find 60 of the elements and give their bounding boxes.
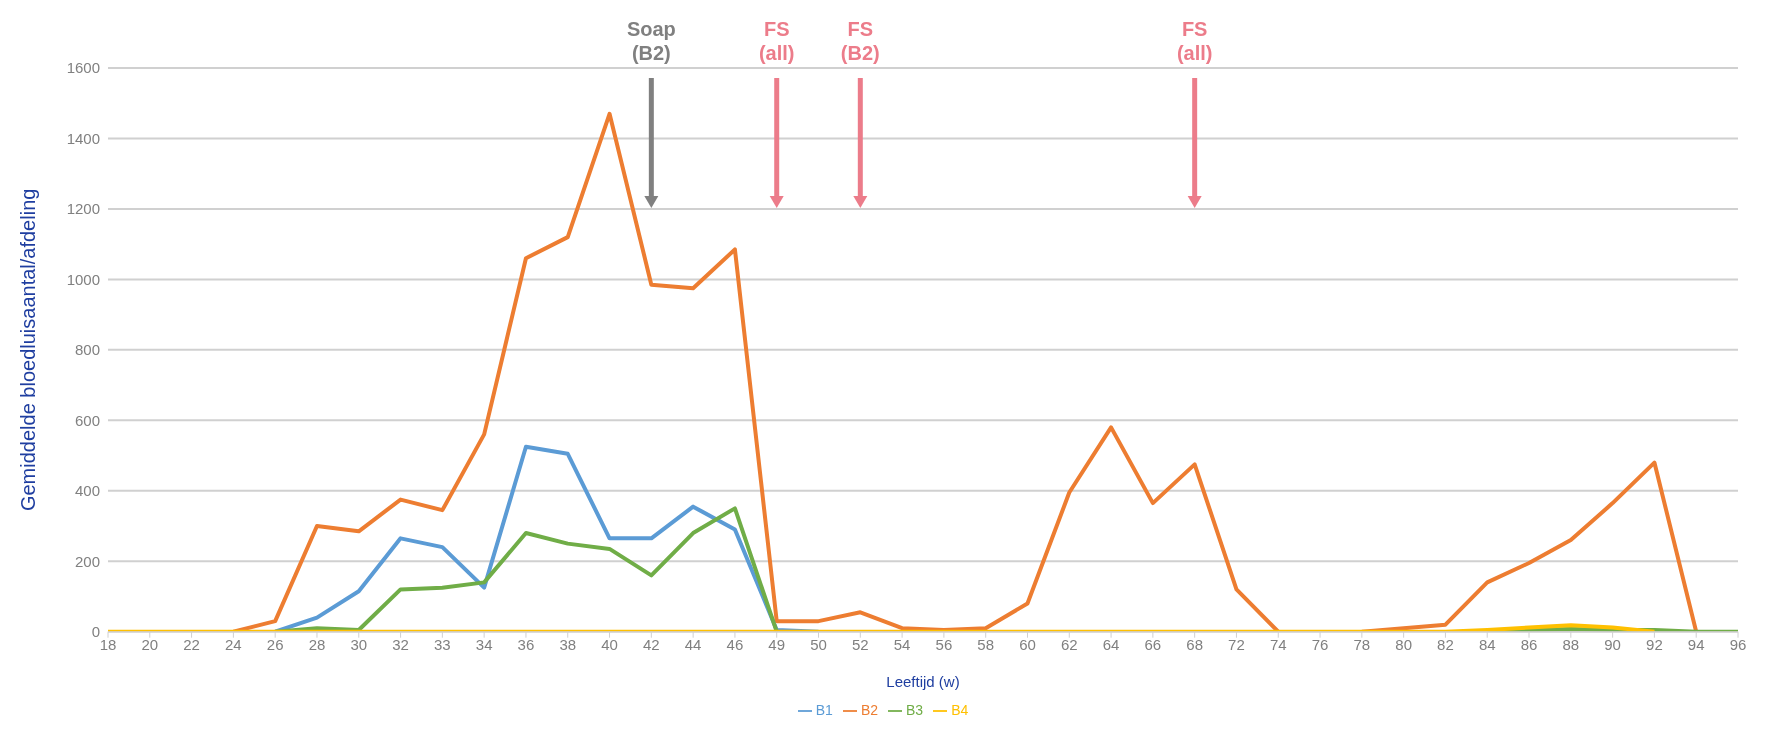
- x-tick-label: 94: [1687, 636, 1705, 654]
- x-tick-label: 68: [1186, 636, 1204, 654]
- x-tick-label: 46: [726, 636, 744, 654]
- x-tick-label: 40: [601, 636, 618, 654]
- x-tick-label: 88: [1562, 636, 1580, 654]
- x-tick-label: 58: [977, 636, 995, 654]
- x-axis-title: Leeftijd (w): [886, 672, 960, 690]
- legend-label: B2: [860, 701, 878, 718]
- y-tick-label: 1200: [66, 200, 100, 218]
- x-tick-label: 66: [1144, 636, 1162, 654]
- x-tick-label: 64: [1102, 636, 1120, 654]
- x-tick-label: 56: [935, 636, 953, 654]
- legend-label: B4: [951, 701, 969, 718]
- x-tick-label: 54: [893, 636, 911, 654]
- x-tick-label: 84: [1478, 636, 1496, 654]
- x-tick-label: 72: [1228, 636, 1245, 654]
- x-tick-label: 80: [1395, 636, 1412, 654]
- x-tick-label: 92: [1646, 636, 1663, 654]
- x-tick-label: 26: [266, 636, 284, 654]
- x-tick-label: 96: [1729, 636, 1747, 654]
- x-tick-label: 38: [559, 636, 577, 654]
- x-tick-label: 60: [1019, 636, 1036, 654]
- x-tick-label: 86: [1520, 636, 1538, 654]
- x-tick-label: 42: [642, 636, 660, 654]
- x-tick-label: 33: [434, 636, 451, 654]
- x-tick-label: 82: [1437, 636, 1454, 654]
- x-tick-label: 52: [851, 636, 869, 654]
- x-tick-label: 78: [1353, 636, 1371, 654]
- x-tick-label: 74: [1269, 636, 1287, 654]
- x-tick-label: 36: [517, 636, 535, 654]
- y-tick-label: 200: [74, 552, 100, 570]
- y-tick-label: 800: [74, 341, 100, 359]
- x-tick-label: 20: [141, 636, 159, 654]
- x-tick-label: 50: [810, 636, 827, 654]
- x-tick-label: 90: [1604, 636, 1621, 654]
- y-tick-label: 400: [74, 482, 100, 500]
- y-tick-label: 600: [74, 411, 100, 429]
- y-axis-title: Gemiddelde bloedluisaantal/afdeling: [17, 188, 40, 512]
- legend-label: B3: [906, 701, 924, 718]
- ref-line-label: FS (B2): [840, 18, 880, 64]
- x-tick-label: 76: [1311, 636, 1329, 654]
- x-tick-label: 18: [99, 636, 117, 654]
- line-series: [106, 623, 1657, 632]
- x-tick-label: 22: [183, 636, 200, 654]
- x-tick-label: 30: [350, 636, 368, 654]
- x-tick-label: 32: [392, 636, 409, 654]
- y-tick-label: 1400: [66, 129, 100, 147]
- ref-line-label: Soap (B2): [626, 18, 676, 64]
- y-tick-label: 1000: [66, 270, 100, 288]
- y-tick-label: 1600: [66, 59, 100, 77]
- ref-line-label: FS (all): [758, 18, 795, 64]
- y-tick-label: 0: [91, 623, 100, 641]
- x-tick-label: 28: [308, 636, 326, 654]
- x-tick-label: 34: [475, 636, 493, 654]
- ref-line-label: FS (all): [1176, 18, 1213, 64]
- x-tick-label: 24: [225, 636, 242, 654]
- legend-label: B1: [815, 701, 833, 718]
- x-tick-label: 62: [1060, 636, 1078, 654]
- x-tick-label: 49: [768, 636, 786, 654]
- x-tick-label: 44: [684, 636, 702, 654]
